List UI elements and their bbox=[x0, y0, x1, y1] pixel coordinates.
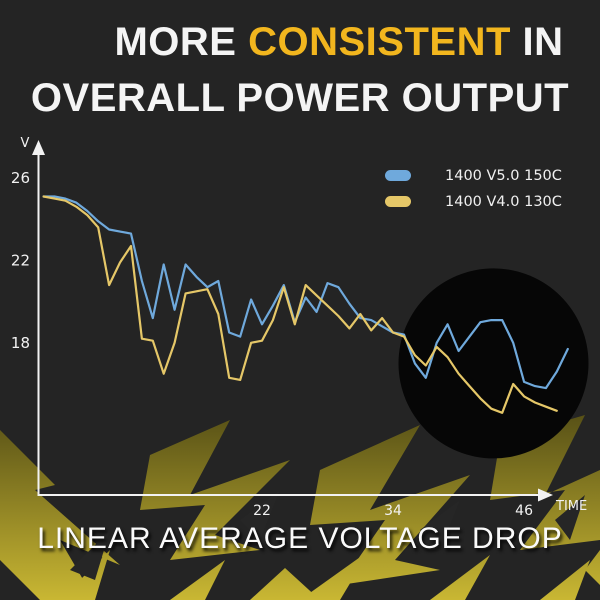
y-tick-label: 18 bbox=[11, 334, 30, 352]
chart-legend: 1400 V5.0 150C 1400 V4.0 130C bbox=[385, 163, 562, 215]
x-axis-arrow-icon bbox=[538, 488, 553, 502]
x-axis-label: TIME bbox=[555, 499, 587, 514]
legend-swatch-yellow bbox=[385, 196, 411, 207]
x-tick-label: 22 bbox=[253, 503, 271, 519]
x-tick-label: 46 bbox=[515, 503, 533, 519]
title-highlight: CONSISTENT bbox=[248, 20, 511, 64]
page-title: MORE CONSISTENT IN OVERALL POWER OUTPUT bbox=[0, 14, 600, 126]
title-line-1: MORE CONSISTENT IN bbox=[39, 14, 600, 70]
series-line-blue bbox=[42, 195, 569, 390]
lightning-cutouts bbox=[70, 490, 585, 580]
title-prefix: MORE bbox=[114, 20, 237, 64]
highlight-circle bbox=[398, 268, 589, 459]
lightning-decoration bbox=[0, 415, 600, 600]
y-tick-label: 26 bbox=[11, 169, 30, 187]
y-tick-label: 22 bbox=[11, 251, 30, 269]
series-line-yellow bbox=[42, 195, 558, 414]
title-line-2: OVERALL POWER OUTPUT bbox=[30, 76, 570, 120]
legend-item-v5: 1400 V5.0 150C bbox=[385, 163, 562, 188]
title-suffix: IN bbox=[522, 20, 564, 64]
y-axis-arrow-icon bbox=[32, 140, 45, 155]
legend-item-v4: 1400 V4.0 130C bbox=[385, 189, 562, 214]
x-tick-label: 34 bbox=[384, 503, 402, 519]
chart-area: V TIME 26 22 18 22 34 46 bbox=[0, 135, 600, 535]
legend-label: 1400 V5.0 150C bbox=[445, 167, 562, 184]
caption: LINEAR AVERAGE VOLTAGE DROP bbox=[37, 522, 563, 555]
y-axis-label: V bbox=[21, 136, 30, 151]
legend-swatch-blue bbox=[385, 170, 411, 181]
voltage-chart: V TIME 26 22 18 22 34 46 bbox=[11, 136, 589, 519]
legend-label: 1400 V4.0 130C bbox=[445, 193, 562, 210]
